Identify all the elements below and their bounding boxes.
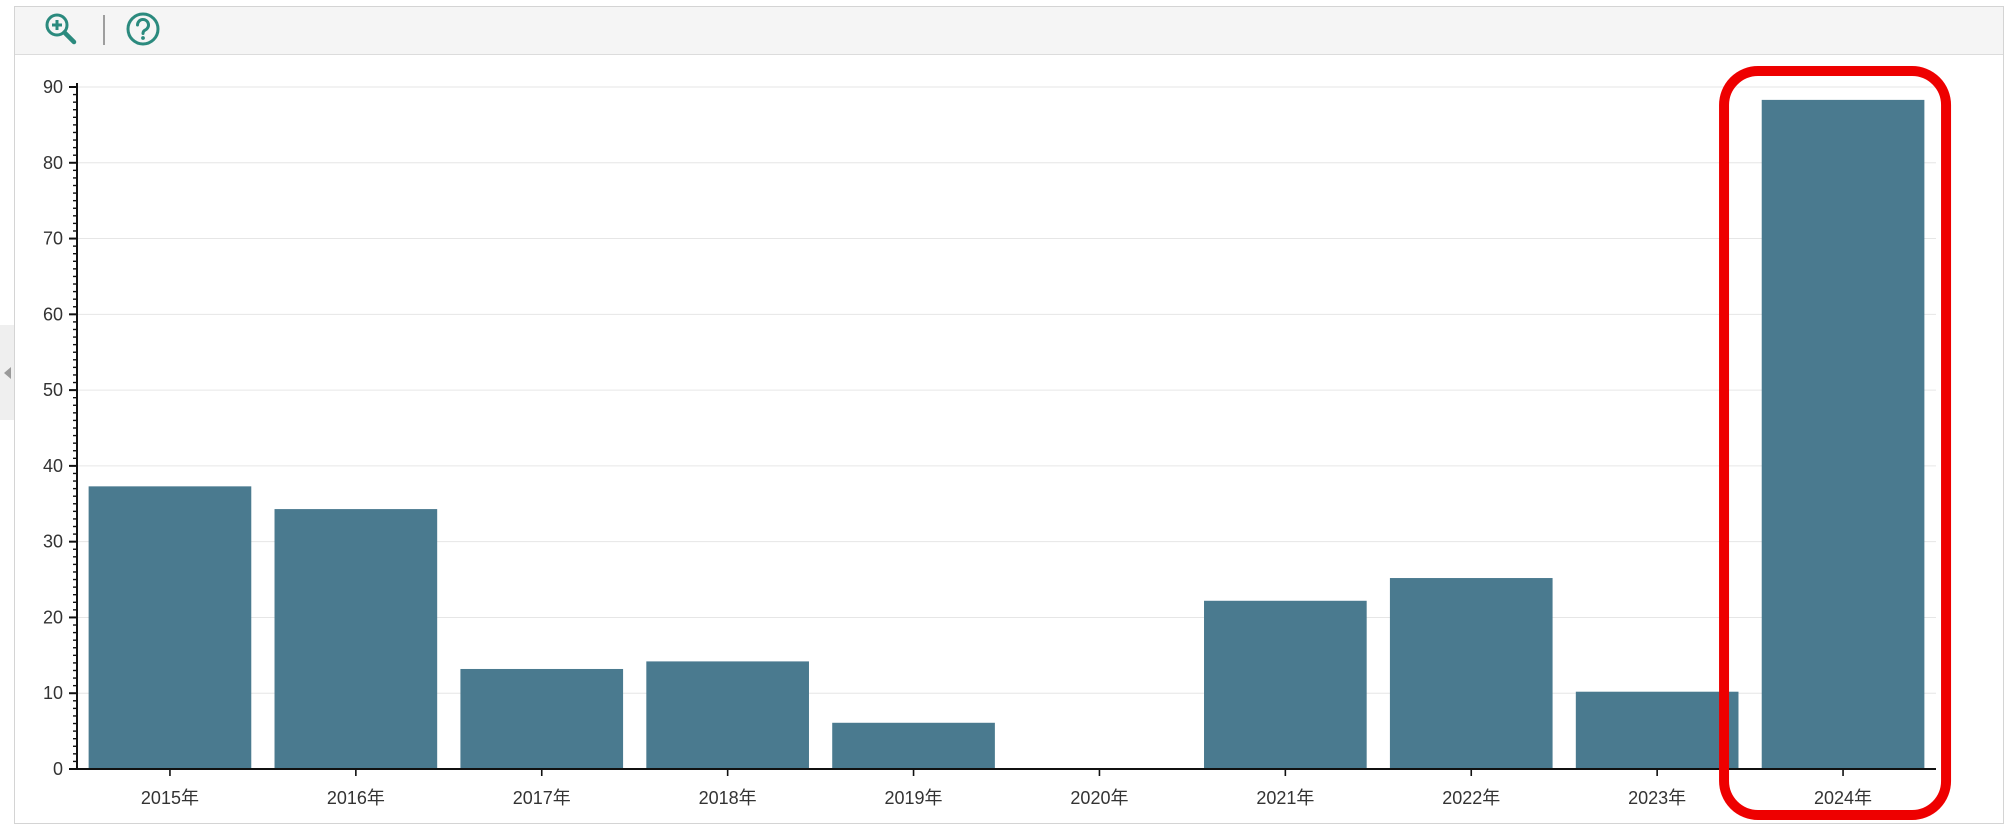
y-tick-label: 80 [43, 153, 63, 173]
x-tick-label: 2017年 [513, 788, 571, 808]
bar [1761, 99, 1925, 770]
y-tick-label: 40 [43, 456, 63, 476]
x-tick-label: 2018年 [699, 788, 757, 808]
bar [832, 722, 995, 769]
bar [646, 661, 809, 769]
bar [1204, 600, 1367, 769]
x-tick-label: 2023年 [1628, 788, 1686, 808]
y-tick-label: 60 [43, 304, 63, 324]
help-button[interactable] [123, 9, 163, 49]
x-tick-label: 2015年 [141, 788, 199, 808]
chevron-left-icon [3, 366, 11, 379]
y-tick-label: 30 [43, 532, 63, 552]
x-tick-label: 2019年 [885, 788, 943, 808]
bar [460, 668, 624, 769]
x-tick-label: 2024年 [1814, 788, 1872, 808]
x-tick-label: 2022年 [1442, 788, 1500, 808]
y-tick-label: 20 [43, 607, 63, 627]
x-tick-label: 2021年 [1256, 788, 1314, 808]
bar [88, 486, 252, 769]
zoom-in-button[interactable] [41, 9, 81, 49]
y-tick-label: 90 [43, 77, 63, 97]
bar [1389, 578, 1553, 769]
x-tick-label: 2020年 [1070, 788, 1128, 808]
zoom-in-icon [45, 13, 77, 45]
bar [274, 509, 438, 769]
toolbar-separator [103, 15, 105, 45]
y-tick-label: 70 [43, 229, 63, 249]
y-tick-label: 50 [43, 380, 63, 400]
panel-collapse-handle[interactable] [0, 325, 14, 420]
chart-toolbar [15, 7, 2003, 55]
y-tick-label: 10 [43, 683, 63, 703]
highlight-box [1719, 66, 1952, 820]
help-icon [126, 12, 160, 46]
y-tick-label: 0 [53, 759, 63, 779]
x-tick-label: 2016年 [327, 788, 385, 808]
bar [1575, 691, 1739, 769]
